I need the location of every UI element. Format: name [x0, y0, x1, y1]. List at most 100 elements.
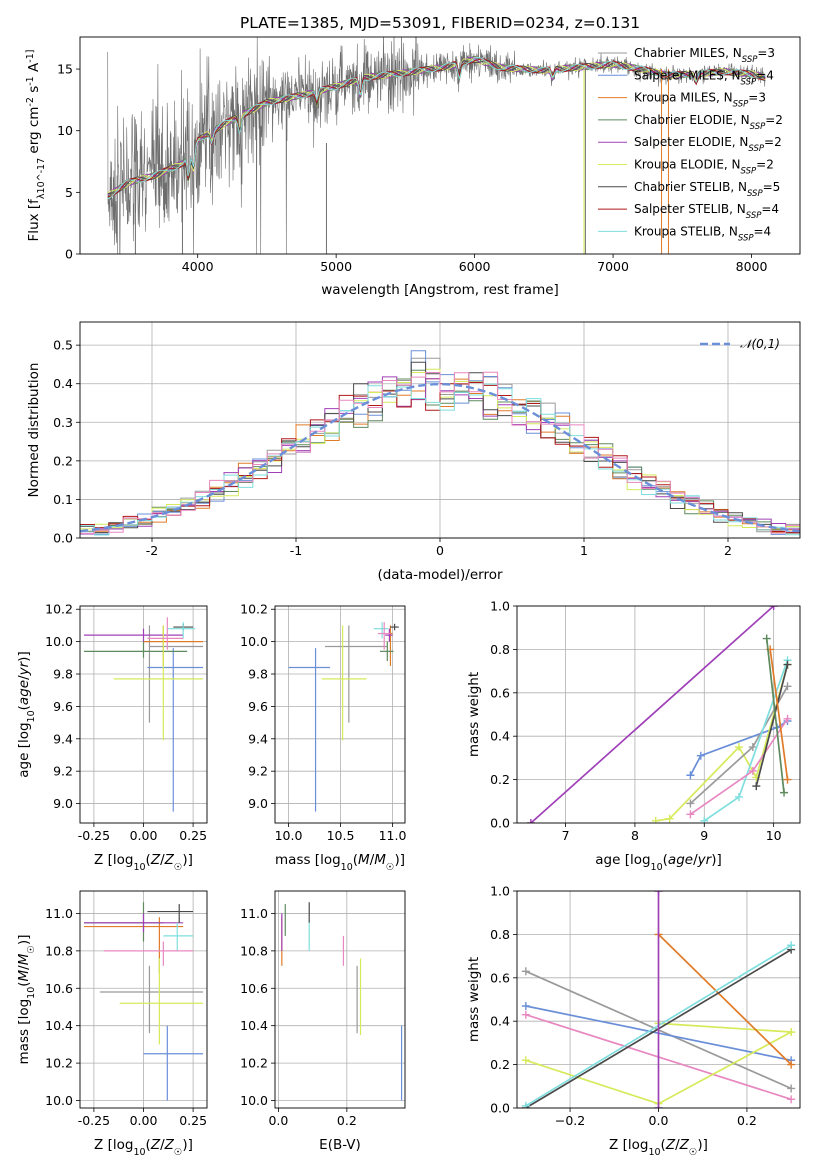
weight-marker — [783, 775, 792, 784]
weight-marker — [734, 792, 743, 801]
y-tick-label: 10.2 — [240, 1056, 268, 1071]
weight-marker — [783, 660, 792, 669]
weight-marker — [686, 799, 695, 808]
x-axis-label: (data-model)/error — [377, 567, 503, 583]
y-tick-label: 10.4 — [240, 1018, 268, 1033]
panel-residuals: -2 -1 0 1 2 0.0 0.1 0.2 0.3 0.4 0.5 (data-model)/er… — [26, 321, 801, 583]
x-tick-label: 6000 — [459, 259, 491, 274]
y-tick-label: 0 — [65, 247, 73, 262]
y-tick-label: 9.2 — [53, 764, 73, 779]
y-tick-label: 10.0 — [45, 634, 73, 649]
plot-area — [80, 350, 800, 538]
x-tick-label: 0.2 — [337, 1113, 357, 1128]
legend-entry-7: Chabrier STELIB, NSSP=5 — [634, 180, 780, 199]
legend-entry-5: Salpeter ELODIE, NSSP=2 — [634, 135, 782, 154]
normal-curve — [80, 382, 800, 533]
y-tick-label: 10.4 — [45, 1018, 73, 1033]
weight-marker — [734, 743, 743, 752]
panel-spectrum: 4000 5000 6000 7000 8000 0 5 10 15 wavelength [An… — [25, 36, 801, 298]
y-tick-label: 9.0 — [248, 796, 268, 811]
y-tick-label: 1.0 — [490, 599, 510, 614]
weight-marker — [787, 941, 796, 950]
plot-area — [526, 606, 792, 823]
axes-frame — [516, 890, 801, 1109]
y-tick-label: 10.8 — [45, 943, 73, 958]
y-tick-label: 10.6 — [240, 981, 268, 996]
x-tick-label: 5000 — [320, 259, 352, 274]
panel-age-vs-Z: -0.25 0.00 0.25 9.0 9.2 9.4 9.6 9.8 10.0 10.2 Z [l… — [16, 602, 208, 873]
y-tick-label: 9.0 — [53, 796, 73, 811]
x-tick-label: 0 — [436, 543, 444, 558]
axes-frame — [274, 890, 406, 1109]
x-tick-label: 10 — [766, 828, 782, 843]
weight-marker — [665, 814, 674, 823]
x-tick-label: −0.2 — [555, 1113, 585, 1128]
x-tick-label: 0.0 — [268, 1113, 288, 1128]
weight-line-9 — [765, 638, 785, 793]
plot-area — [521, 891, 796, 1108]
y-tick-label: 10.6 — [45, 981, 73, 996]
axes-frame — [79, 605, 208, 824]
y-tick-label: 1.0 — [490, 884, 510, 899]
legend-entry-8: Salpeter STELIB, NSSP=4 — [634, 202, 779, 221]
y-tick-label: 0.6 — [490, 970, 510, 985]
weight-marker — [526, 819, 535, 823]
plot-area — [83, 617, 204, 812]
panel-mass-weight-vs-Z: −0.2 0.0 0.2 0.0 0.2 0.4 0.6 0.8 1.0 Z [log10(Z/Z… — [466, 884, 801, 1158]
x-tick-label: 2 — [724, 543, 732, 558]
y-tick-label: 15 — [57, 62, 73, 77]
weight-marker — [521, 1002, 530, 1011]
x-tick-label: 10.0 — [275, 828, 303, 843]
x-tick-label: 0.2 — [737, 1113, 757, 1128]
x-axis-label: E(B-V) — [319, 1137, 361, 1153]
x-tick-label: -2 — [146, 543, 158, 558]
plot-area — [83, 902, 204, 1101]
y-tick-label: 9.6 — [248, 699, 268, 714]
weight-line-2 — [689, 720, 788, 776]
panel-mass-vs-EBV: 0.0 0.2 10.0 10.2 10.4 10.6 10.8 11.0 E(B-V) — [240, 890, 406, 1153]
weight-marker — [787, 1095, 796, 1104]
model-line-9 — [107, 56, 766, 200]
y-tick-label: 11.0 — [240, 906, 268, 921]
y-tick-label: 10.0 — [45, 1093, 73, 1108]
weight-marker — [521, 1056, 530, 1065]
weight-marker — [783, 682, 792, 691]
weight-line-5 — [658, 1022, 792, 1033]
y-tick-label: 0.2 — [490, 772, 510, 787]
x-tick-label: -1 — [290, 543, 302, 558]
x-tick-label: 7 — [562, 828, 570, 843]
y-tick-label: 9.4 — [53, 731, 73, 746]
x-tick-label: 10.5 — [327, 828, 355, 843]
weight-line-1 — [530, 606, 775, 823]
y-tick-label: 0.4 — [490, 729, 510, 744]
x-tick-label: 8000 — [736, 259, 768, 274]
y-axis-label: Flux [fλ10^-17 erg cm-2 s-1 A-1] — [25, 50, 47, 242]
legend-entry-2: Salpeter MILES, NSSP=4 — [634, 68, 774, 87]
y-tick-label: 0.0 — [490, 1101, 510, 1116]
weight-marker — [762, 634, 771, 643]
y-tick-label: 10 — [57, 123, 73, 138]
panel-mass-vs-Z: -0.25 0.00 0.25 10.0 10.2 10.4 10.6 10.8 11.0 Z [… — [16, 890, 208, 1158]
weight-marker — [654, 891, 663, 895]
weight-marker — [521, 1010, 530, 1019]
axes-frame — [79, 36, 801, 255]
y-tick-label: 0.0 — [490, 816, 510, 831]
x-axis-label: age [log10(age/yr)] — [595, 852, 721, 873]
observed-spectrum — [107, 37, 766, 254]
x-tick-label: 0.00 — [130, 1113, 158, 1128]
x-axis-label: Z [log10(Z/Z☉)] — [609, 1137, 708, 1158]
weight-marker — [521, 1101, 530, 1108]
panel-mass-weight-vs-age: 7 8 9 10 0.0 0.2 0.4 0.6 0.8 1.0 age [log10(age/yr… — [466, 599, 801, 873]
x-axis-label: mass [log10(M/M☉)] — [275, 852, 405, 873]
y-tick-label: 0.5 — [53, 338, 73, 353]
y-axis-label: mass weight — [466, 957, 482, 1042]
weight-marker — [654, 1104, 663, 1108]
weight-marker — [700, 816, 709, 823]
weight-marker — [748, 743, 757, 752]
weight-marker — [780, 788, 789, 797]
plot-area — [281, 902, 403, 1101]
x-tick-label: 0.0 — [649, 1113, 669, 1128]
weight-marker — [783, 714, 792, 723]
y-tick-label: 10.0 — [240, 1093, 268, 1108]
